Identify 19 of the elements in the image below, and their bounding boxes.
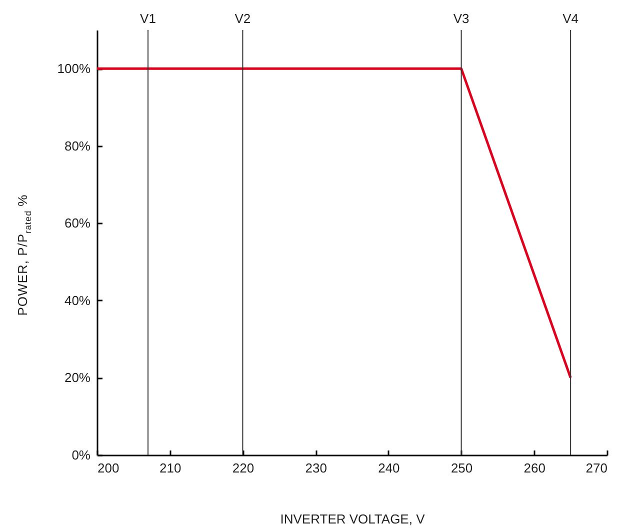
ref-line-label: V3 <box>453 11 470 26</box>
ref-line-label: V2 <box>234 11 251 26</box>
y-tick-label: 0% <box>72 448 91 462</box>
y-tick-label: 20% <box>64 370 91 386</box>
x-tick-label: 260 <box>524 460 546 476</box>
y-tick-label: 100% <box>57 61 91 76</box>
y-tick-label: 60% <box>64 216 91 231</box>
ref-line-label: V4 <box>562 11 579 26</box>
x-tick-label: 250 <box>450 460 473 476</box>
y-tick-label: 80% <box>64 138 91 154</box>
x-axis-title: INVERTER VOLTAGE, V <box>280 512 426 526</box>
y-tick-label: 40% <box>64 292 91 308</box>
x-tick-label: 220 <box>232 460 254 476</box>
x-tick-label: 270 <box>586 460 608 476</box>
x-tick-label: 230 <box>305 460 327 476</box>
ref-line-label: V1 <box>140 11 156 26</box>
x-tick-label: 210 <box>160 460 182 476</box>
x-tick-label: 240 <box>378 460 400 476</box>
x-tick-label: 200 <box>98 460 120 476</box>
